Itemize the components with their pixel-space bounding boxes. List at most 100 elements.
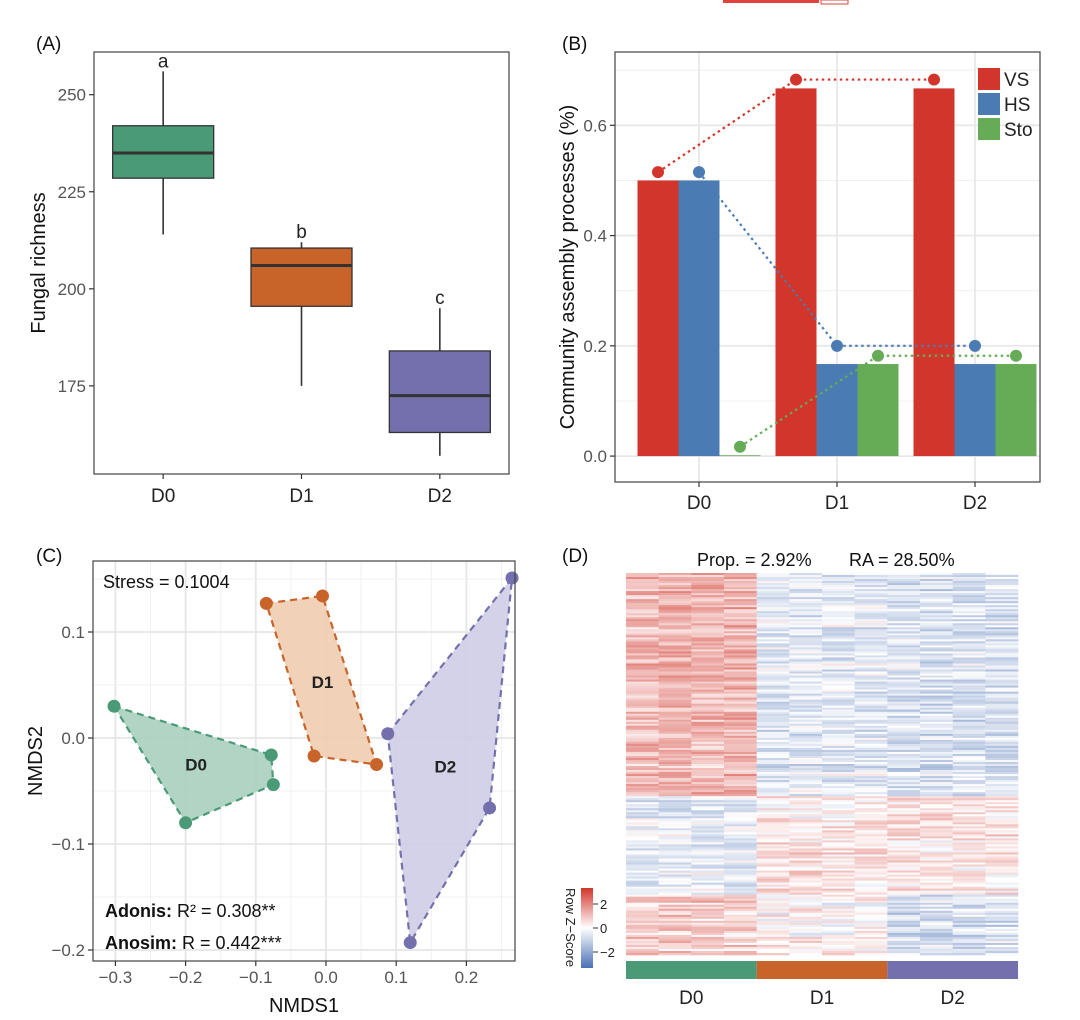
heatmap-cell bbox=[724, 649, 757, 652]
heatmap-cell bbox=[952, 796, 986, 799]
heatmap-cell bbox=[920, 768, 953, 771]
heatmap-cell bbox=[626, 645, 659, 648]
heatmap-cell bbox=[756, 812, 790, 815]
heatmap-cell bbox=[822, 888, 855, 891]
heatmap-cell bbox=[920, 641, 953, 644]
heatmap-cell bbox=[724, 918, 757, 922]
heatmap-cell bbox=[854, 828, 888, 831]
heatmap-cell bbox=[691, 780, 725, 783]
heatmap-cell bbox=[952, 601, 986, 604]
heatmap-cell bbox=[854, 731, 888, 735]
heatmap-cell bbox=[854, 814, 888, 817]
heatmap-cell bbox=[756, 914, 790, 918]
heatmap-cell bbox=[920, 659, 953, 662]
heatmap-cell bbox=[822, 687, 855, 690]
heatmap-cell bbox=[724, 747, 757, 751]
heatmap-cell bbox=[887, 749, 921, 753]
heatmap-cell bbox=[658, 940, 692, 944]
heatmap-cell bbox=[756, 637, 790, 640]
heatmap-cell bbox=[854, 635, 888, 638]
heatmap-cell bbox=[756, 844, 790, 847]
heatmap-cell bbox=[985, 816, 1019, 819]
heatmap-cell bbox=[756, 826, 790, 829]
heatmap-cell bbox=[887, 733, 921, 737]
heatmap-cell bbox=[952, 952, 986, 956]
heatmap-cell bbox=[920, 880, 953, 883]
heatmap-cell bbox=[724, 621, 757, 624]
heatmap-cell bbox=[920, 643, 953, 646]
heatmap-cell bbox=[952, 800, 986, 803]
trend-line-hs bbox=[698, 171, 975, 347]
heatmap-cell bbox=[952, 649, 986, 652]
heatmap-cell bbox=[724, 651, 757, 654]
heatmap-cell bbox=[626, 605, 659, 608]
heatmap-cell bbox=[985, 609, 1019, 612]
heatmap-cell bbox=[854, 753, 888, 757]
heatmap-cell bbox=[887, 818, 921, 821]
bar-hs-d2 bbox=[954, 364, 996, 457]
heatmap-cell bbox=[822, 627, 855, 630]
heatmap-cell bbox=[822, 826, 855, 829]
heatmap-cell bbox=[724, 840, 757, 843]
heatmap-cell bbox=[985, 952, 1019, 956]
heatmap-cell bbox=[789, 896, 823, 899]
heatmap-cell bbox=[789, 611, 823, 614]
heatmap-cell bbox=[789, 723, 823, 727]
heatmap-cell bbox=[626, 776, 659, 779]
heatmap-cell bbox=[985, 940, 1019, 944]
heatmap-cell bbox=[887, 866, 921, 869]
heatmap-cell bbox=[789, 679, 823, 682]
heatmap-cell bbox=[756, 743, 790, 747]
x-tick-label-c: 0.2 bbox=[455, 968, 479, 987]
heatmap-cell bbox=[920, 780, 953, 783]
heatmap-cell bbox=[854, 896, 888, 899]
heatmap-cell bbox=[691, 607, 725, 610]
heatmap-cell bbox=[658, 573, 692, 576]
heatmap-cell bbox=[756, 683, 790, 686]
heatmap-cell bbox=[887, 844, 921, 847]
heatmap-cell bbox=[920, 721, 953, 725]
heatmap-cell bbox=[920, 846, 953, 849]
heatmap-cell bbox=[626, 830, 659, 833]
heatmap-cell bbox=[952, 804, 986, 807]
heatmap-cell bbox=[691, 649, 725, 652]
heatmap-cell bbox=[756, 627, 790, 630]
heatmap-cell bbox=[920, 699, 953, 702]
heatmap-cell bbox=[756, 659, 790, 662]
heatmap-cell bbox=[854, 870, 888, 873]
heatmap-cell bbox=[789, 633, 823, 636]
heatmap-cell bbox=[920, 611, 953, 614]
heatmap-cell bbox=[887, 828, 921, 831]
heatmap-cell bbox=[887, 832, 921, 835]
heatmap-cell bbox=[822, 759, 855, 763]
heatmap-cell bbox=[985, 824, 1019, 827]
heatmap-cell bbox=[822, 579, 855, 582]
heatmap-cell bbox=[789, 844, 823, 847]
heatmap-cell bbox=[658, 830, 692, 833]
heatmap-cell bbox=[920, 751, 953, 755]
heatmap-cell bbox=[789, 627, 823, 630]
heatmap-cell bbox=[626, 850, 659, 853]
heatmap-cell bbox=[789, 808, 823, 811]
heatmap-cell bbox=[985, 711, 1019, 715]
heatmap-cell bbox=[626, 707, 659, 711]
heatmap-cell bbox=[789, 948, 823, 952]
heatmap-cell bbox=[952, 792, 986, 795]
heatmap-cell bbox=[691, 904, 725, 908]
heatmap-cell bbox=[658, 691, 692, 694]
sample-point-d0 bbox=[264, 748, 278, 762]
heatmap-cell bbox=[822, 689, 855, 692]
heatmap-cell bbox=[724, 685, 757, 688]
heatmap-cell bbox=[724, 860, 757, 863]
annotation-bar-d2 bbox=[887, 961, 1018, 979]
heatmap-cell bbox=[789, 928, 823, 932]
heatmap-cell bbox=[626, 812, 659, 815]
heatmap-cell bbox=[822, 940, 855, 944]
heatmap-cell bbox=[691, 816, 725, 819]
heatmap-cell bbox=[658, 605, 692, 608]
heatmap-cell bbox=[920, 798, 953, 801]
heatmap-cell bbox=[920, 617, 953, 620]
heatmap-cell bbox=[724, 926, 757, 930]
heatmap-cell bbox=[691, 868, 725, 871]
heatmap-cell bbox=[756, 755, 790, 759]
